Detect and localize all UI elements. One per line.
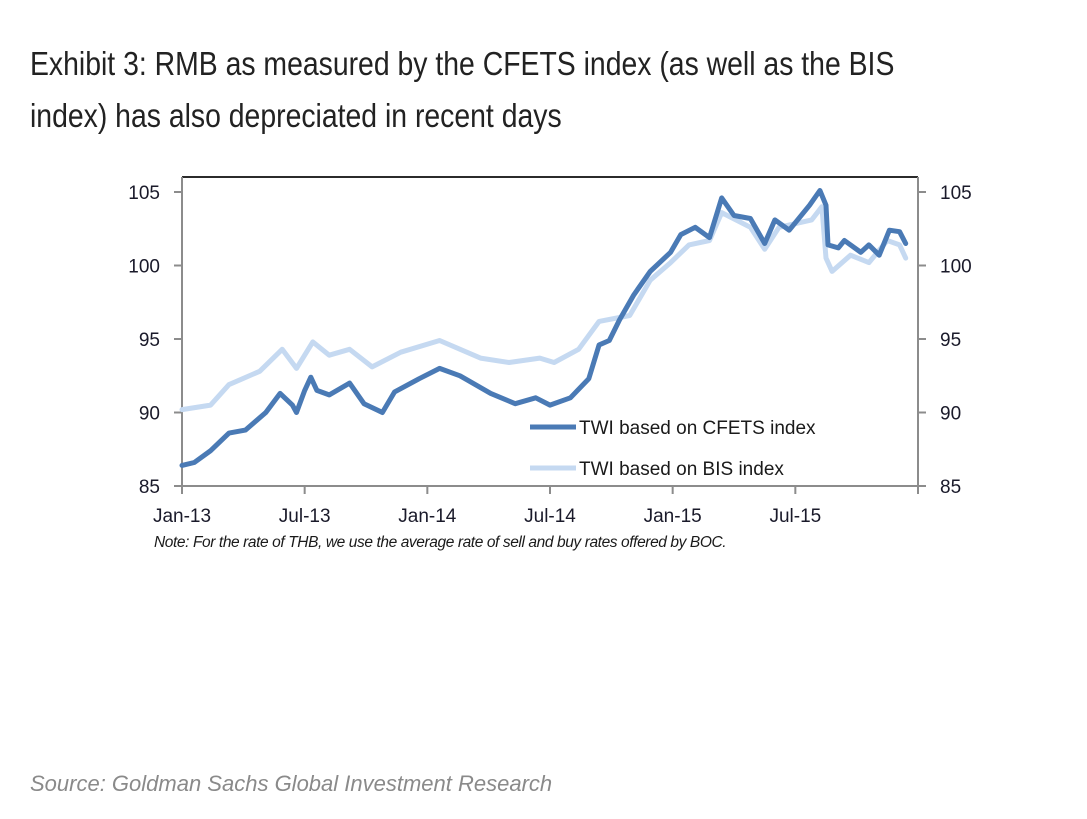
legend-item-cfets: TWI based on CFETS index	[530, 418, 816, 439]
series-layer	[179, 188, 909, 468]
series-line-cfets	[179, 188, 909, 468]
y-tick-label-right: 105	[940, 183, 972, 204]
y-tick-label-left: 100	[128, 257, 160, 278]
x-tick-label: Jan-15	[644, 506, 702, 527]
x-tick-label: Jan-14	[398, 506, 457, 527]
x-axis: Jan-13 Jul-13 Jan-14 Jul-14 Jan-15 Jul-15	[153, 486, 919, 527]
source-line: Source: Goldman Sachs Global Investment …	[30, 771, 553, 796]
legend-item-bis: TWI based on BIS index	[530, 459, 784, 480]
x-tick-label: Jul-14	[524, 506, 576, 527]
legend: TWI based on CFETS index TWI based on BIS…	[530, 418, 816, 480]
legend-label: TWI based on CFETS index	[579, 418, 816, 439]
y-tick-label-left: 90	[139, 404, 160, 425]
y-tick-label-right: 85	[940, 477, 961, 498]
chart-title-line-2: index) has also depreciated in recent da…	[30, 97, 562, 134]
y-axis-left: 85 90 95 100 105	[128, 183, 182, 498]
chart-title: Exhibit 3: RMB as measured by the CFETS …	[30, 38, 933, 142]
chart-title-line-1: Exhibit 3: RMB as measured by the CFETS …	[30, 45, 895, 82]
x-tick-label: Jan-13	[153, 506, 211, 527]
x-tick-label: Jul-15	[769, 506, 821, 527]
y-tick-label-right: 95	[940, 330, 961, 351]
y-tick-label-left: 105	[128, 183, 160, 204]
y-tick-label-left: 95	[139, 330, 160, 351]
y-axis-right: 85 90 95 100 105	[918, 183, 972, 498]
chart-note: Note: For the rate of THB, we use the av…	[154, 534, 727, 551]
y-tick-label-right: 100	[940, 257, 972, 278]
y-tick-label-right: 90	[940, 404, 961, 425]
plot-frame	[181, 176, 919, 494]
y-tick-label-left: 85	[139, 477, 160, 498]
legend-label: TWI based on BIS index	[579, 459, 784, 480]
series-line-bis	[179, 204, 909, 413]
x-tick-label: Jul-13	[279, 506, 331, 527]
